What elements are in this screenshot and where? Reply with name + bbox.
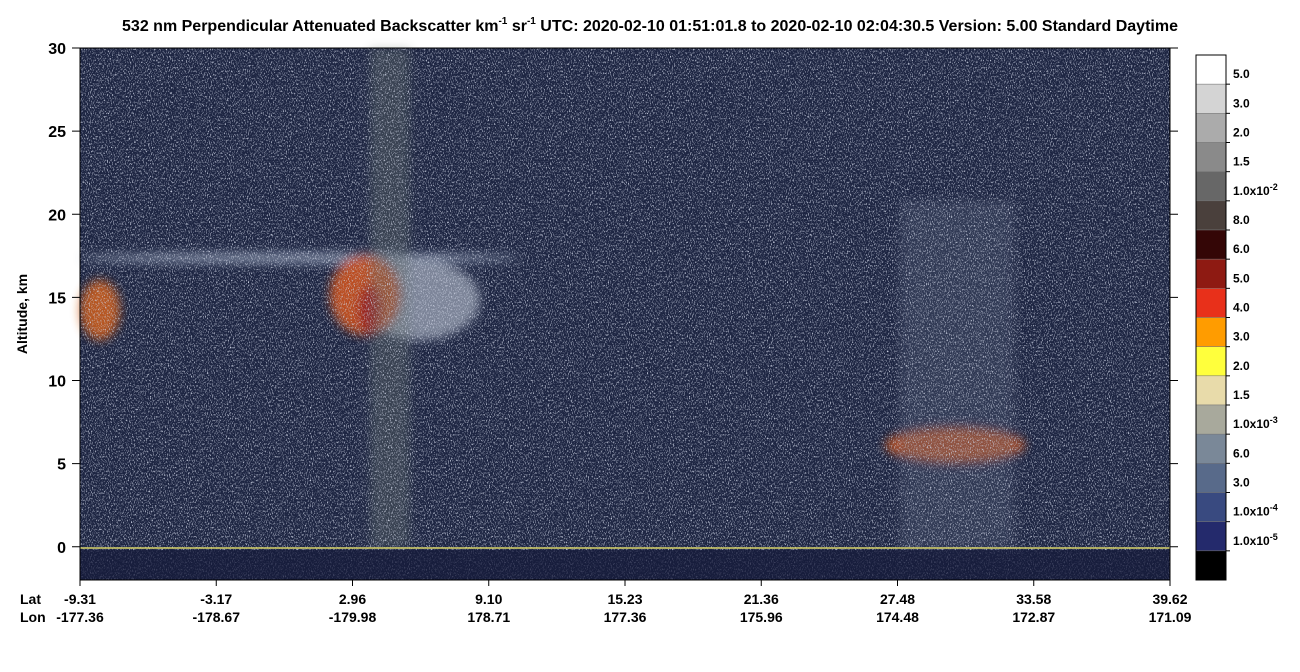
colorbar-swatch: [1195, 463, 1227, 493]
colorbar-label: 6.0: [1233, 446, 1250, 460]
colorbar-swatch: [1195, 521, 1227, 552]
x-tick-label: 2.96: [339, 591, 366, 607]
colorbar-label-text: 4.0: [1233, 301, 1250, 315]
colorbar-label: 1.0x10-3: [1233, 415, 1278, 431]
colorbar-label-text: 1.0x10: [1233, 417, 1270, 431]
colorbar-label-exponent: -3: [1270, 415, 1278, 425]
x-tick-label: 21.36: [744, 591, 779, 607]
title-superscript: -1: [498, 16, 507, 27]
colorbar-label: 4.0: [1233, 301, 1250, 315]
title-text: 532 nm Perpendicular Attenuated Backscat…: [122, 18, 498, 35]
colorbar-label-text: 1.0x10: [1233, 534, 1270, 548]
x-tick-label: -177.36: [56, 609, 104, 625]
colorbar-swatch: [1195, 550, 1227, 581]
x-tick-label: 9.10: [475, 591, 502, 607]
x-tick-label: -9.31: [64, 591, 96, 607]
colorbar-label-text: 6.0: [1233, 242, 1250, 256]
x-tick-label: 177.36: [604, 609, 647, 625]
x-tick-label: -3.17: [200, 591, 232, 607]
colorbar-label: 3.0: [1233, 330, 1250, 344]
colorbar-swatch: [1195, 171, 1227, 202]
colorbar-label-text: 1.5: [1233, 388, 1250, 402]
colorbar-label: 1.0x10-5: [1233, 532, 1278, 548]
colorbar-label: 6.0: [1233, 242, 1250, 256]
y-tick-label: 20: [48, 207, 66, 224]
x-tick-label: 33.58: [1016, 591, 1051, 607]
colorbar-label-text: 8.0: [1233, 213, 1250, 227]
colorbar-label-text: 5.0: [1233, 271, 1250, 285]
chart-title: 532 nm Perpendicular Attenuated Backscat…: [122, 16, 1178, 35]
y-tick-label: 0: [57, 540, 66, 557]
colorbar-label-text: 2.0: [1233, 126, 1250, 140]
colorbar-swatch: [1195, 433, 1227, 464]
colorbar-label: 1.0x10-4: [1233, 503, 1278, 519]
colorbar-swatch: [1195, 229, 1227, 260]
title-superscript: -1: [527, 16, 536, 27]
colorbar-label-text: 1.0x10: [1233, 184, 1270, 198]
x-tick-label: -178.67: [193, 609, 241, 625]
colorbar-swatch: [1195, 404, 1227, 435]
x-tick-label: -179.98: [329, 609, 377, 625]
colorbar-label-text: 1.5: [1233, 155, 1250, 169]
colorbar-label: 8.0: [1233, 213, 1250, 227]
title-text: sr: [507, 18, 527, 35]
colorbar-label: 2.0: [1233, 359, 1250, 373]
colorbar-swatch: [1195, 375, 1227, 406]
colorbar-label: 5.0: [1233, 271, 1250, 285]
colorbar-swatch: [1195, 346, 1227, 377]
x-tick-label: 171.09: [1149, 609, 1192, 625]
colorbar-label: 2.0: [1233, 126, 1250, 140]
colorbar-label-text: 5.0: [1233, 67, 1250, 81]
colorbar-label-text: 3.0: [1233, 96, 1250, 110]
y-axis-label: Altitude, km: [14, 274, 30, 354]
x-tick-label: 175.96: [740, 609, 783, 625]
x-tick-label: 39.62: [1152, 591, 1187, 607]
colorbar-label: 5.0: [1233, 67, 1250, 81]
colorbar-label-exponent: -4: [1270, 503, 1278, 513]
colorbar-label-text: 3.0: [1233, 476, 1250, 490]
colorbar-swatch: [1195, 200, 1227, 231]
colorbar-label: 1.0x10-2: [1233, 182, 1278, 198]
x-tick-label: 172.87: [1012, 609, 1055, 625]
colorbar-swatch: [1195, 83, 1227, 114]
y-tick-label: 30: [48, 41, 66, 58]
colorbar-label: 1.5: [1233, 155, 1250, 169]
colorbar-label-exponent: -2: [1270, 182, 1278, 192]
colorbar-swatch: [1195, 142, 1227, 172]
title-text: UTC: 2020-02-10 01:51:01.8 to 2020-02-10…: [536, 18, 1178, 35]
plot-image: [79, 47, 1171, 581]
x-row-name: Lon: [20, 609, 46, 625]
colorbar-label: 3.0: [1233, 476, 1250, 490]
y-tick-label: 10: [48, 374, 66, 391]
colorbar-swatch: [1195, 113, 1227, 143]
x-row-name: Lat: [20, 591, 41, 607]
colorbar-label-text: 6.0: [1233, 446, 1250, 460]
colorbar-label-exponent: -5: [1270, 532, 1278, 542]
colorbar-swatch: [1195, 317, 1227, 347]
x-tick-label: 27.48: [880, 591, 915, 607]
colorbar-label-text: 2.0: [1233, 359, 1250, 373]
colorbar-label-text: 3.0: [1233, 330, 1250, 344]
x-tick-label: 174.48: [876, 609, 919, 625]
colorbar-swatch: [1195, 288, 1227, 318]
colorbar-swatch: [1195, 492, 1227, 522]
x-tick-label: 15.23: [607, 591, 642, 607]
colorbar-swatch: [1195, 54, 1227, 85]
x-tick-label: 178.71: [467, 609, 510, 625]
colorbar-label: 3.0: [1233, 96, 1250, 110]
y-tick-label: 15: [48, 290, 66, 307]
y-tick-label: 5: [57, 457, 66, 474]
colorbar-swatch: [1195, 258, 1227, 289]
y-tick-label: 25: [48, 124, 66, 141]
colorbar-label: 1.5: [1233, 388, 1250, 402]
colorbar-label-text: 1.0x10: [1233, 505, 1270, 519]
